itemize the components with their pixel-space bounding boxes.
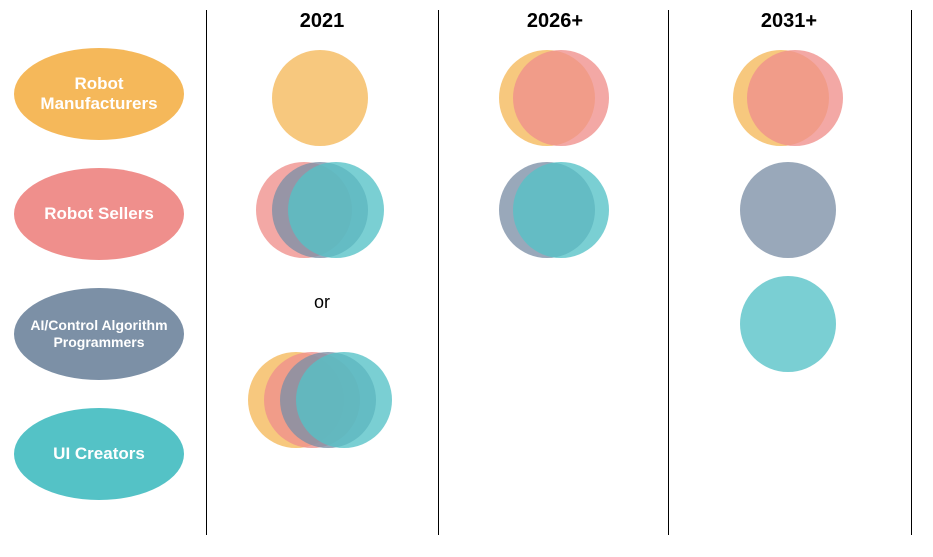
divider-1	[206, 10, 207, 535]
divider-3	[668, 10, 669, 535]
legend-programmer: AI/Control Algorithm Programmers	[14, 288, 184, 380]
legend-seller: Robot Sellers	[14, 168, 184, 260]
divider-4	[911, 10, 912, 535]
legend-label: Robot Manufacturers	[22, 74, 176, 115]
legend-label: AI/Control Algorithm Programmers	[22, 317, 176, 351]
circle-creator	[740, 276, 836, 372]
circle-seller	[513, 50, 609, 146]
column-header-2031: 2031+	[714, 10, 864, 33]
legend-label: UI Creators	[53, 444, 145, 464]
circle-creator	[513, 162, 609, 258]
legend-label: Robot Sellers	[44, 204, 154, 224]
column-header-2021: 2021	[247, 10, 397, 33]
legend-manufacturer: Robot Manufacturers	[14, 48, 184, 140]
legend-creator: UI Creators	[14, 408, 184, 500]
column-header-2026: 2026+	[480, 10, 630, 33]
circle-creator	[296, 352, 392, 448]
circle-seller	[747, 50, 843, 146]
divider-2	[438, 10, 439, 535]
circle-creator	[288, 162, 384, 258]
circle-programmer	[740, 162, 836, 258]
diagram-stage: 2021 2026+ 2031+ Robot Manufacturers Rob…	[0, 0, 933, 557]
or-label: or	[314, 292, 330, 313]
circle-manufacturer	[272, 50, 368, 146]
